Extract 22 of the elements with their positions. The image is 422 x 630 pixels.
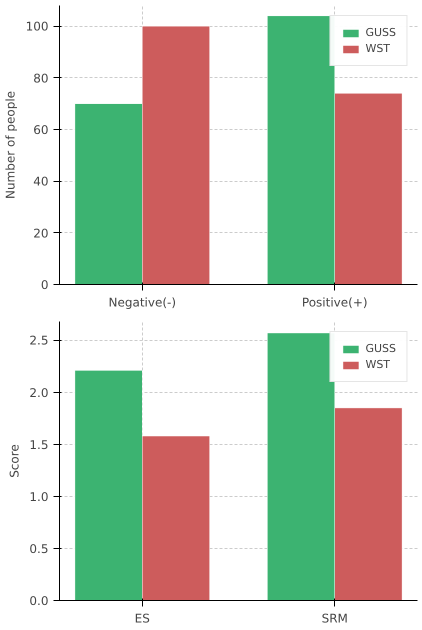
x-tick-label: Negative(-) (108, 296, 176, 310)
y-axis-title: Number of people (4, 90, 18, 200)
y-axis-title: Score (7, 444, 22, 478)
y-tick-label: 80 (33, 71, 49, 86)
y-tick-label: 1.5 (29, 438, 49, 452)
y-tick-label: 2.5 (29, 334, 49, 348)
x-tick-label: ES (134, 612, 150, 626)
y-tick-label: 60 (33, 123, 49, 137)
legend-label: GUSS (365, 342, 396, 355)
y-tick-label: 20 (33, 226, 49, 240)
legend-label: WST (365, 42, 390, 55)
y-tick-label: 1.0 (29, 490, 49, 504)
y-tick-label: 100 (26, 20, 48, 34)
y-tick-label: 0.5 (29, 542, 49, 556)
legend-label: WST (365, 358, 390, 371)
x-tick-label: Positive(+) (302, 296, 368, 310)
x-tick-label: SRM (322, 612, 348, 626)
y-tick-label: 0.0 (29, 594, 49, 608)
y-tick-label: 2.0 (29, 386, 49, 400)
y-tick-label: 40 (33, 174, 49, 189)
legend-label: GUSS (365, 26, 396, 39)
y-tick-label: 0 (40, 278, 49, 292)
